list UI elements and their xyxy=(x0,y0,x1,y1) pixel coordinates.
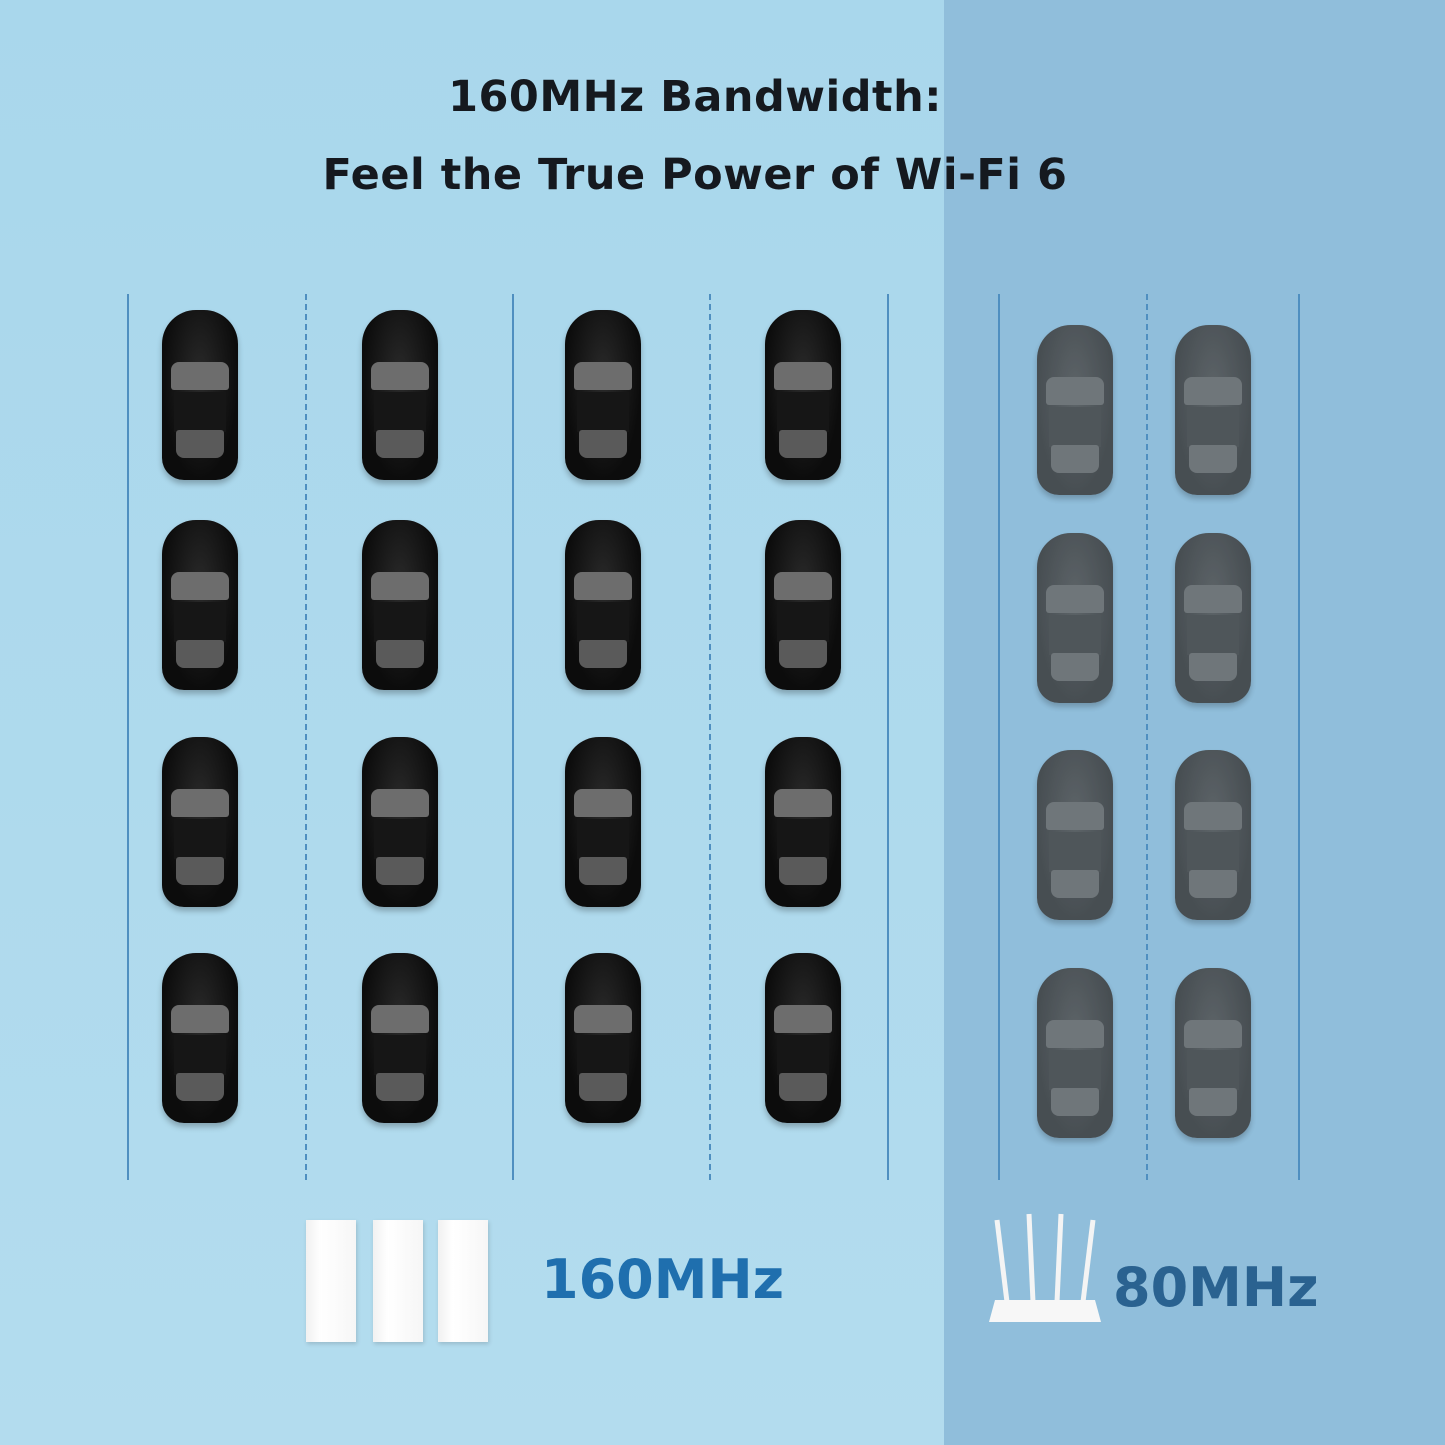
lane-line xyxy=(998,294,1000,1180)
lane-line xyxy=(709,294,711,1180)
car-icon xyxy=(362,520,438,690)
label-80mhz: 80MHz xyxy=(1113,1256,1319,1319)
car-icon xyxy=(1037,533,1113,703)
car-icon xyxy=(1175,968,1251,1138)
car-icon xyxy=(162,310,238,480)
car-icon xyxy=(1037,325,1113,495)
lane-line xyxy=(1298,294,1300,1180)
car-icon xyxy=(162,520,238,690)
lane-line xyxy=(127,294,129,1180)
panel-80mhz xyxy=(944,0,1445,1445)
lane-line xyxy=(887,294,889,1180)
car-icon xyxy=(362,737,438,907)
car-icon xyxy=(565,953,641,1123)
lane-line xyxy=(512,294,514,1180)
label-160mhz: 160MHz xyxy=(541,1248,785,1311)
car-icon xyxy=(765,737,841,907)
car-icon xyxy=(765,520,841,690)
title-line-2: Feel the True Power of Wi-Fi 6 xyxy=(322,150,1068,200)
car-icon xyxy=(765,953,841,1123)
car-icon xyxy=(162,953,238,1123)
router-icon xyxy=(989,1213,1101,1322)
mesh-node-icon xyxy=(306,1220,356,1342)
car-icon xyxy=(565,520,641,690)
lane-line xyxy=(1146,294,1148,1180)
panel-160mhz xyxy=(0,0,944,1445)
car-icon xyxy=(1037,968,1113,1138)
mesh-node-icon xyxy=(373,1220,423,1342)
car-icon xyxy=(1175,325,1251,495)
car-icon xyxy=(1175,533,1251,703)
mesh-node-icon xyxy=(438,1220,488,1342)
car-icon xyxy=(362,310,438,480)
car-icon xyxy=(565,310,641,480)
car-icon xyxy=(162,737,238,907)
car-icon xyxy=(1175,750,1251,920)
title-line-1: 160MHz Bandwidth: xyxy=(448,72,942,122)
car-icon xyxy=(1037,750,1113,920)
lane-line xyxy=(305,294,307,1180)
car-icon xyxy=(765,310,841,480)
car-icon xyxy=(565,737,641,907)
car-icon xyxy=(362,953,438,1123)
